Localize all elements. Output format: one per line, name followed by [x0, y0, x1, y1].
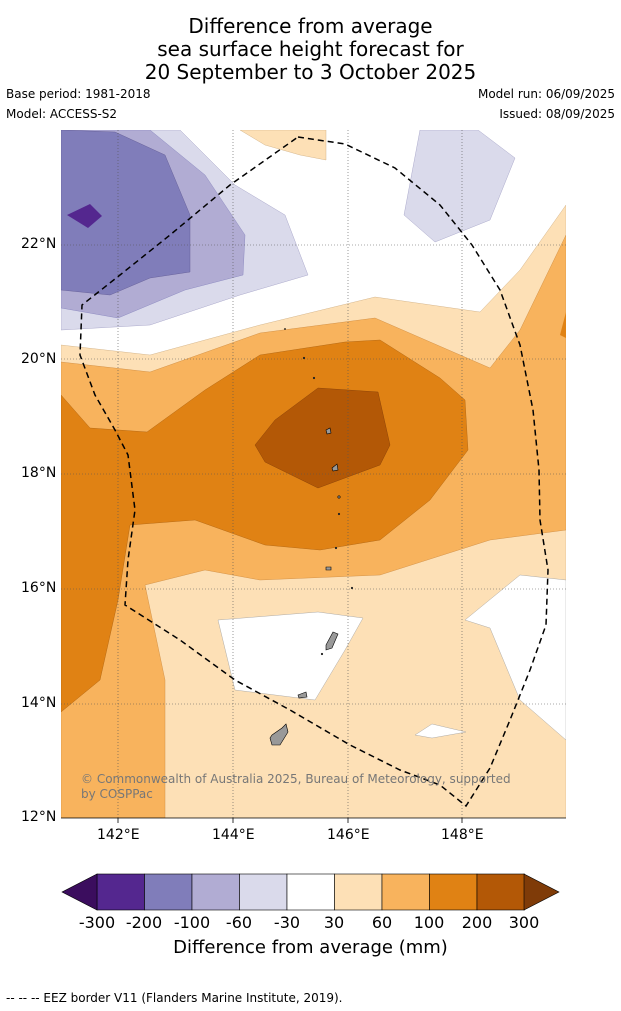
contour-neg200-neg300: [67, 204, 102, 228]
colorbar-tick: 30: [323, 913, 345, 932]
contour-white-small: [414, 723, 467, 739]
axis-ticks: [117, 818, 463, 823]
colorbar-segment: [144, 873, 193, 911]
lat-label-12n: 12°N: [21, 809, 57, 825]
colorbar-label: Difference from average (mm): [173, 937, 448, 958]
contour-fields: [61, 130, 566, 818]
issued-date: Issued: 08/09/2025: [499, 107, 615, 121]
contour-neg100-neg200: [61, 130, 191, 296]
island-anatahan: [325, 566, 332, 571]
title-line-1: Difference from average: [188, 14, 433, 38]
contour-200-300: [254, 387, 391, 489]
lon-label-142e: 142°E: [97, 827, 140, 843]
colorbar-segment: [96, 873, 145, 911]
colorbar-tick: -30: [273, 913, 301, 932]
lat-label-14n: 14°N: [21, 695, 57, 711]
islands: [269, 328, 354, 746]
colorbar-tick: -200: [125, 913, 163, 932]
colorbar-tick: -60: [225, 913, 253, 932]
lon-label-148e: 148°E: [441, 827, 484, 843]
contour-neg30-neg60-east: [403, 130, 516, 243]
lat-label-22n: 22°N: [21, 236, 57, 252]
eez-legend-note: -- -- -- EEZ border V11 (Flanders Marine…: [6, 991, 343, 1005]
island-guam: [269, 723, 289, 746]
lat-label-20n: 20°N: [21, 351, 57, 367]
colorbar-extend-low: [61, 873, 98, 911]
colorbar-tick: 60: [371, 913, 393, 932]
colorbar: [61, 873, 560, 911]
colorbar-tick: 100: [413, 913, 445, 932]
copyright-credit: © Commonwealth of Australia 2025, Bureau…: [81, 772, 511, 801]
lon-label-144e: 144°E: [212, 827, 255, 843]
model-name: Model: ACCESS-S2: [6, 107, 118, 121]
lon-label-146e: 146°E: [327, 827, 370, 843]
eez-border: [79, 136, 549, 808]
graticule: [61, 130, 566, 818]
colorbar-tick: 300: [508, 913, 540, 932]
lat-label-18n: 18°N: [21, 465, 57, 481]
colorbar-tick: -300: [78, 913, 116, 932]
title-line-2: sea surface height forecast for: [157, 37, 464, 61]
colorbar-segment: [239, 873, 288, 911]
island-rota: [297, 691, 308, 699]
colorbar-segment: [334, 873, 383, 911]
colorbar-segment: [286, 873, 335, 911]
contour-white-southeast: [464, 574, 566, 741]
chart-title: Difference from average sea surface heig…: [0, 15, 621, 84]
base-period: Base period: 1981-2018: [6, 87, 151, 101]
title-line-3: 20 September to 3 October 2025: [144, 60, 477, 84]
model-run: Model run: 06/09/2025: [477, 87, 615, 101]
colorbar-segment: [429, 873, 478, 911]
lat-label-16n: 16°N: [21, 580, 57, 596]
colorbar-tick: 200: [461, 913, 493, 932]
colorbar-segment: [476, 873, 525, 911]
contour-100-200-east: [560, 312, 566, 338]
island-pagan: [331, 463, 339, 472]
colorbar-tick: -100: [173, 913, 211, 932]
colorbar-segment: [381, 873, 430, 911]
island-alamagan: [325, 427, 332, 435]
contour-white-south: [217, 611, 364, 701]
colorbar-extend-high: [523, 873, 560, 911]
colorbar-segment: [191, 873, 240, 911]
island-saipan: [325, 631, 339, 651]
contour-30-60-north: [239, 130, 327, 161]
